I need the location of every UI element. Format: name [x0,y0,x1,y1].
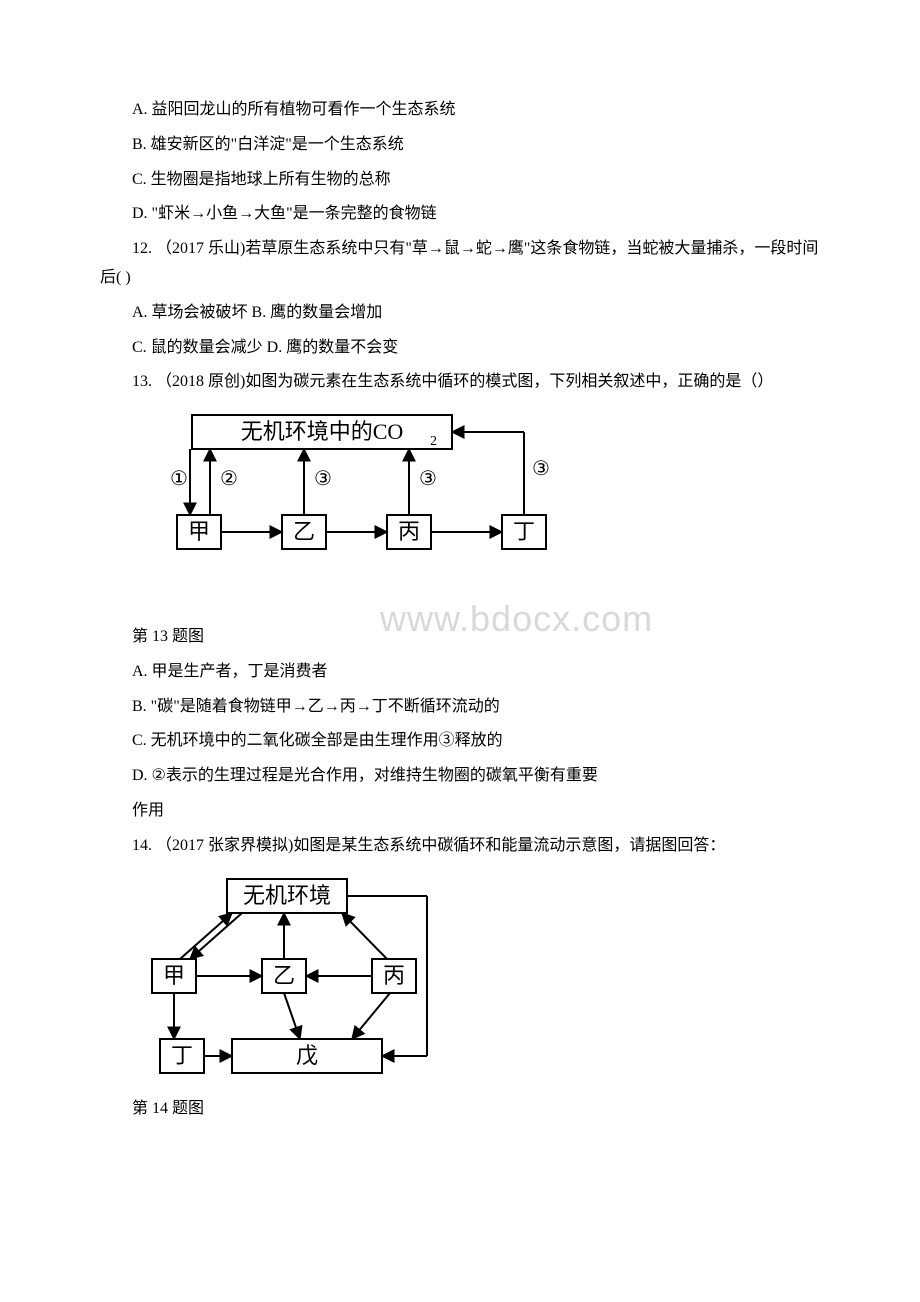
q14-caption: 第 14 题图 [100,1095,820,1124]
option-b: B. 雄安新区的"白洋淀"是一个生态系统 [100,131,820,160]
svg-text:①: ① [170,468,188,490]
svg-text:乙: 乙 [293,519,315,544]
option-d: D. "虾米→小鱼→大鱼"是一条完整的食物链 [100,200,820,229]
watermark: www.bdocx.com [348,587,653,652]
q14-diagram: 无机环境 甲 乙 丙 丁 戊 [132,869,820,1090]
q13-d2: 作用 [100,797,820,826]
option-c: C. 生物圈是指地球上所有生物的总称 [100,166,820,195]
q13-a: A. 甲是生产者，丁是消费者 [100,658,820,687]
svg-text:③: ③ [314,468,332,490]
q13-stem: 13. （2018 原创)如图为碳元素在生态系统中循环的模式图，下列相关叙述中，… [100,368,820,397]
svg-text:②: ② [220,468,238,490]
q12-ab: A. 草场会被破坏 B. 鹰的数量会增加 [100,299,820,328]
q12-cd: C. 鼠的数量会减少 D. 鹰的数量不会变 [100,334,820,363]
q13-d: D. ②表示的生理过程是光合作用，对维持生物圈的碳氧平衡有重要 [100,762,820,791]
svg-text:2: 2 [430,434,437,449]
q13-caption-row: 第 13 题图 www.bdocx.com [100,587,820,652]
svg-text:丁: 丁 [513,519,535,544]
svg-text:丙: 丙 [383,963,405,988]
svg-text:无机环境: 无机环境 [243,883,331,908]
svg-text:③: ③ [419,468,437,490]
svg-text:甲: 甲 [163,963,185,988]
svg-text:丙: 丙 [398,519,420,544]
q12-stem: 12. （2017 乐山)若草原生态系统中只有"草→鼠→蛇→鹰"这条食物链，当蛇… [100,235,820,293]
q13-caption: 第 13 题图 [132,628,204,645]
svg-text:戊: 戊 [296,1043,318,1068]
svg-text:③: ③ [532,458,550,480]
svg-text:无机环境中的CO: 无机环境中的CO [241,419,404,444]
option-a: A. 益阳回龙山的所有植物可看作一个生态系统 [100,96,820,125]
svg-text:甲: 甲 [188,519,210,544]
q13-c: C. 无机环境中的二氧化碳全部是由生理作用③释放的 [100,727,820,756]
q13-diagram: 无机环境中的CO 2 甲 乙 丙 丁 ① ② ③ ③ ③ [132,405,820,581]
q14-stem: 14. （2017 张家界模拟)如图是某生态系统中碳循环和能量流动示意图，请据图… [100,832,820,861]
q13-b: B. "碳"是随着食物链甲→乙→丙→丁不断循环流动的 [100,693,820,722]
svg-text:乙: 乙 [273,963,295,988]
svg-text:丁: 丁 [171,1043,193,1068]
